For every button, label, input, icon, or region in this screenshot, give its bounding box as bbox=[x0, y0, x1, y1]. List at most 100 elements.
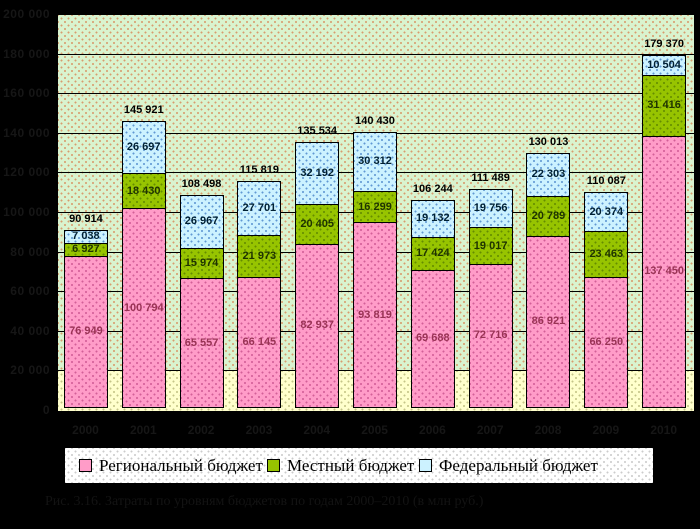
bar-segment-local: 23 463 bbox=[584, 231, 629, 278]
bar-2001: 26 697 18 430 100 794 bbox=[121, 121, 166, 410]
bar-segment-local: 17 424 bbox=[410, 236, 455, 271]
gridline bbox=[58, 93, 694, 95]
bar-segment-local: 16 299 bbox=[353, 190, 397, 224]
y-axis-tick-label: 100 000 bbox=[3, 205, 50, 219]
x-axis-label: 2003 bbox=[245, 423, 273, 437]
segment-value-label: 86 921 bbox=[531, 315, 566, 328]
segment-value-label: 93 819 bbox=[358, 308, 392, 321]
bar-total-label: 90 914 bbox=[69, 212, 103, 225]
bar-segment-local: 20 789 bbox=[526, 195, 571, 237]
bar-2004: 32 192 20 405 82 937 bbox=[295, 141, 340, 410]
segment-value-label: 17 424 bbox=[415, 247, 450, 260]
y-axis-tick-label: 0 bbox=[42, 403, 50, 417]
y-axis-tick-label: 40 000 bbox=[10, 323, 50, 338]
bar-2002: 26 967 15 974 65 557 bbox=[179, 195, 224, 410]
y-axis-tick-label: 160 000 bbox=[3, 86, 50, 101]
legend-item: Местный бюджет bbox=[267, 448, 414, 483]
segment-value-label: 100 794 bbox=[123, 301, 164, 314]
legend-swatch-icon bbox=[419, 459, 432, 472]
x-axis-label: 2009 bbox=[592, 423, 620, 437]
bar-2010: 10 504 31 416 137 450 bbox=[642, 54, 687, 410]
segment-value-label: 31 416 bbox=[647, 99, 681, 112]
y-axis-tick-label: 60 000 bbox=[10, 284, 50, 299]
bar-segment-federal: 10 504 bbox=[642, 54, 687, 76]
bar-segment-federal: 26 697 bbox=[121, 121, 166, 174]
y-axis-tick-label: 20 000 bbox=[10, 363, 50, 378]
segment-value-label: 18 430 bbox=[126, 184, 161, 197]
bar-segment-regional: 76 949 bbox=[63, 255, 108, 408]
segment-value-label: 32 192 bbox=[300, 167, 334, 179]
bar-segment-local: 18 430 bbox=[121, 172, 166, 210]
x-axis-label: 2010 bbox=[650, 423, 678, 437]
y-axis-tick-label: 120 000 bbox=[3, 165, 50, 180]
bar-total-label: 130 013 bbox=[528, 135, 569, 148]
x-axis-label: 2004 bbox=[303, 423, 331, 437]
legend-item: Федеральный бюджет bbox=[419, 448, 598, 483]
bar-segment-regional: 65 557 bbox=[179, 278, 224, 408]
bar-2000: 7 038 6 927 76 949 bbox=[63, 229, 108, 410]
legend-label: Местный бюджет bbox=[287, 455, 415, 475]
segment-value-label: 10 504 bbox=[647, 58, 681, 71]
segment-value-label: 15 974 bbox=[184, 256, 219, 269]
bar-total-label: 110 087 bbox=[586, 175, 626, 188]
bar-segment-regional: 86 921 bbox=[526, 235, 571, 408]
bar-2008: 22 303 20 789 86 921 bbox=[526, 152, 571, 410]
bar-segment-local: 19 017 bbox=[468, 227, 513, 265]
segment-value-label: 22 303 bbox=[531, 168, 566, 181]
bar-total-label: 140 430 bbox=[355, 114, 395, 127]
bar-segment-regional: 100 794 bbox=[121, 208, 166, 408]
bar-segment-federal: 30 312 bbox=[353, 131, 397, 192]
segment-value-label: 76 949 bbox=[69, 325, 103, 338]
legend-swatch-icon bbox=[79, 459, 92, 472]
segment-value-label: 30 312 bbox=[358, 155, 392, 168]
bar-total-label: 106 244 bbox=[412, 182, 453, 195]
bar-2005: 30 312 16 299 93 819 bbox=[353, 131, 397, 410]
bar-total-label: 108 498 bbox=[181, 178, 222, 191]
legend-label: Региональный бюджет bbox=[99, 455, 263, 475]
legend-label: Федеральный бюджет bbox=[439, 455, 598, 475]
bar-segment-regional: 69 688 bbox=[410, 269, 455, 408]
x-axis-label: 2006 bbox=[419, 423, 446, 437]
figure-caption: Рис. 3.16. Затраты по уровням бюджетов п… bbox=[45, 494, 484, 509]
bar-segment-federal: 20 374 bbox=[584, 192, 629, 233]
segment-value-label: 26 697 bbox=[126, 140, 161, 153]
segment-value-label: 19 017 bbox=[473, 239, 508, 252]
segment-value-label: 69 688 bbox=[415, 332, 450, 345]
bar-segment-local: 31 416 bbox=[642, 74, 687, 137]
bar-segment-regional: 93 819 bbox=[353, 222, 397, 408]
segment-value-label: 66 250 bbox=[589, 335, 624, 348]
x-axis-label: 2007 bbox=[476, 423, 504, 437]
segment-value-label: 137 450 bbox=[644, 265, 684, 278]
bar-total-label: 135 534 bbox=[297, 124, 338, 137]
bar-segment-federal: 19 756 bbox=[468, 189, 513, 229]
bar-segment-federal: 22 303 bbox=[526, 152, 571, 197]
segment-value-label: 20 374 bbox=[589, 205, 624, 218]
segment-value-label: 72 716 bbox=[473, 329, 508, 342]
bar-total-label: 115 819 bbox=[239, 163, 279, 176]
bar-segment-regional: 137 450 bbox=[642, 135, 687, 408]
bar-segment-federal: 7 038 bbox=[63, 229, 108, 244]
bar-segment-local: 15 974 bbox=[179, 247, 224, 280]
gridline bbox=[58, 14, 694, 15]
bar-segment-regional: 82 937 bbox=[295, 243, 340, 408]
x-axis-label: 2005 bbox=[361, 423, 388, 437]
x-axis-label: 2001 bbox=[129, 423, 157, 437]
bar-segment-federal: 32 192 bbox=[295, 141, 340, 206]
bar-total-label: 179 370 bbox=[644, 37, 684, 50]
segment-value-label: 7 038 bbox=[72, 230, 100, 243]
legend-swatch-icon bbox=[267, 459, 280, 472]
bar-total-label: 145 921 bbox=[123, 104, 164, 117]
segment-value-label: 20 405 bbox=[300, 218, 334, 231]
y-axis-tick-label: 180 000 bbox=[3, 46, 50, 61]
segment-value-label: 6 927 bbox=[72, 243, 100, 256]
y-axis-tick-label: 140 000 bbox=[3, 125, 50, 140]
segment-value-label: 26 967 bbox=[184, 215, 219, 228]
bar-segment-local: 21 973 bbox=[237, 234, 282, 279]
segment-value-label: 65 557 bbox=[184, 336, 219, 349]
bar-2007: 19 756 19 017 72 716 bbox=[468, 189, 513, 410]
bar-segment-federal: 26 967 bbox=[179, 195, 224, 249]
bar-segment-regional: 72 716 bbox=[468, 264, 513, 408]
segment-value-label: 16 299 bbox=[358, 200, 392, 213]
bar-segment-federal: 27 701 bbox=[237, 180, 282, 236]
